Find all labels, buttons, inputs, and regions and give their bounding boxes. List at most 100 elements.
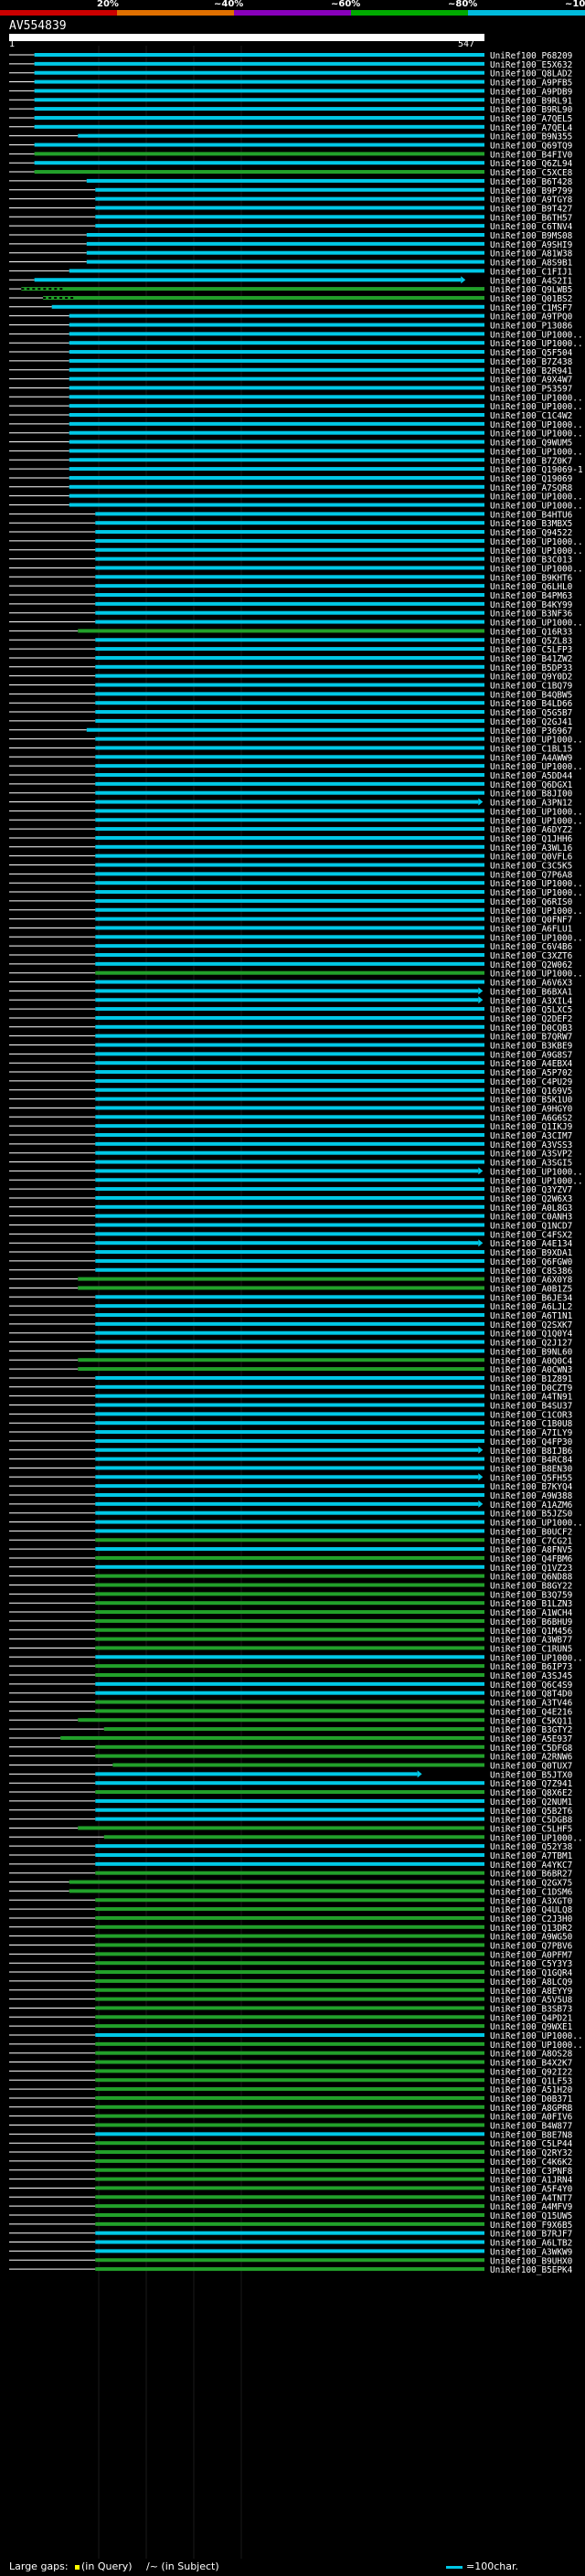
- hit-row[interactable]: UniRef100_C6V4B6: [9, 942, 573, 952]
- hit-row[interactable]: UniRef100_Q6ZL94: [9, 159, 573, 169]
- hit-row[interactable]: UniRef100_Q7P6A8: [9, 870, 573, 880]
- hit-label[interactable]: UniRef100_A7SQR8: [490, 483, 573, 493]
- hit-label[interactable]: UniRef100_A3WKW9: [490, 2247, 573, 2257]
- hit-row[interactable]: UniRef100_A3WL16: [9, 843, 573, 853]
- hit-label[interactable]: UniRef100_A7QEL5: [490, 114, 572, 124]
- hit-label[interactable]: UniRef100_UP1000..: [490, 1653, 583, 1663]
- hit-row[interactable]: UniRef100_Q19069: [9, 474, 573, 484]
- hit-label[interactable]: UniRef100_Q7PBV6: [490, 1942, 573, 1952]
- hit-label[interactable]: UniRef100_Q01BS2: [490, 294, 572, 304]
- hit-label[interactable]: UniRef100_A3SGI5: [490, 1159, 572, 1169]
- hit-label[interactable]: UniRef100_Q6FGW0: [490, 1257, 573, 1267]
- hit-row[interactable]: UniRef100_Q4PD21: [9, 2013, 573, 2023]
- hit-row[interactable]: UniRef100_A9SHI9: [9, 240, 573, 250]
- hit-label[interactable]: UniRef100_A5V5U8: [490, 1996, 573, 2006]
- hit-row[interactable]: UniRef100_A5DD44: [9, 771, 573, 781]
- hit-label[interactable]: UniRef100_B3KBE9: [490, 1042, 573, 1052]
- hit-row[interactable]: UniRef100_C5DFG8: [9, 1744, 573, 1754]
- hit-row[interactable]: UniRef100_Q94522: [9, 528, 572, 538]
- hit-row[interactable]: UniRef100_B41ZW2: [9, 654, 572, 664]
- hit-label[interactable]: UniRef100_A4S2I1: [490, 276, 573, 286]
- hit-row[interactable]: UniRef100_B9N355: [9, 133, 572, 143]
- hit-label[interactable]: UniRef100_Q2NUM1: [490, 1797, 573, 1807]
- hit-label[interactable]: UniRef100_A3WB77: [490, 1636, 572, 1646]
- hit-row[interactable]: UniRef100_B5JTX0: [9, 1770, 573, 1780]
- hit-row[interactable]: UniRef100_Q0TUX7: [9, 1762, 572, 1772]
- hit-label[interactable]: UniRef100_B7Z438: [490, 357, 573, 367]
- hit-row[interactable]: UniRef100_Q4FP30: [9, 1437, 573, 1447]
- hit-label[interactable]: UniRef100_C5LHF5: [490, 1824, 572, 1834]
- hit-row[interactable]: UniRef100_A3WB77: [9, 1636, 572, 1646]
- hit-row[interactable]: UniRef100_B4KY99: [9, 600, 573, 610]
- hit-label[interactable]: UniRef100_C5LP44: [490, 2139, 573, 2149]
- hit-label[interactable]: UniRef100_A1AZM6: [490, 1500, 573, 1511]
- hit-label[interactable]: UniRef100_UP1000..: [490, 888, 583, 898]
- hit-row[interactable]: UniRef100_A7QEL4: [9, 123, 573, 133]
- hit-row[interactable]: UniRef100_C1B0U8: [9, 1419, 573, 1429]
- hit-label[interactable]: UniRef100_C3PNF8: [490, 2167, 573, 2177]
- hit-label[interactable]: UniRef100_C6TNV4: [490, 222, 573, 232]
- hit-row[interactable]: UniRef100_P53597: [9, 384, 572, 394]
- hit-label[interactable]: UniRef100_UP1000..: [490, 736, 583, 746]
- hit-row[interactable]: UniRef100_B4QBW5: [9, 690, 572, 700]
- hit-row[interactable]: UniRef100_B4W877: [9, 2122, 572, 2132]
- hit-row[interactable]: UniRef100_UP1000..: [9, 1167, 583, 1177]
- hit-row[interactable]: UniRef100_B3NF36: [9, 610, 573, 620]
- hit-row[interactable]: UniRef100_B0UCF2: [9, 1527, 572, 1537]
- hit-label[interactable]: UniRef100_B8IJB6: [490, 1447, 573, 1457]
- hit-label[interactable]: UniRef100_Q9LWB5: [490, 285, 572, 295]
- hit-row[interactable]: UniRef100_Q1M456: [9, 1627, 573, 1637]
- hit-label[interactable]: UniRef100_Q0FNF7: [490, 916, 572, 926]
- hit-row[interactable]: UniRef100_Q0VFL6: [9, 853, 573, 863]
- hit-row[interactable]: UniRef100_B7QRW7: [9, 1033, 572, 1043]
- hit-row[interactable]: UniRef100_B6BR27: [9, 1870, 572, 1880]
- hit-label[interactable]: UniRef100_A5F4Y0: [490, 2184, 573, 2194]
- hit-row[interactable]: UniRef100_UP1000..: [9, 564, 583, 574]
- hit-row[interactable]: UniRef100_A6LTB2: [9, 2239, 572, 2249]
- hit-label[interactable]: UniRef100_Q52Y38: [490, 1842, 573, 1852]
- hit-row[interactable]: UniRef100_A3VSS3: [9, 1140, 572, 1150]
- hit-row[interactable]: UniRef100_B9KHT6: [9, 573, 573, 583]
- hit-row[interactable]: UniRef100_A3SGI5: [9, 1159, 572, 1169]
- hit-row[interactable]: UniRef100_A0PFM7: [9, 1950, 572, 1960]
- hit-row[interactable]: UniRef100_A9TPQ0: [9, 313, 573, 323]
- hit-label[interactable]: UniRef100_B4W877: [490, 2122, 572, 2132]
- hit-row[interactable]: UniRef100_C4K6K2: [9, 2157, 572, 2168]
- hit-row[interactable]: UniRef100_Q01BS2: [9, 294, 572, 304]
- hit-label[interactable]: UniRef100_Q2GJ41: [490, 717, 573, 727]
- hit-label[interactable]: UniRef100_Q19069: [490, 474, 573, 484]
- hit-row[interactable]: UniRef100_A3WKW9: [9, 2247, 573, 2257]
- hit-label[interactable]: UniRef100_C1FIJ1: [490, 267, 573, 277]
- hit-label[interactable]: UniRef100_Q7Z941: [490, 1779, 573, 1789]
- hit-label[interactable]: UniRef100_A8GPRB: [490, 2104, 573, 2114]
- hit-label[interactable]: UniRef100_B7RJF7: [490, 2230, 572, 2240]
- hit-row[interactable]: UniRef100_Q6RIS0: [9, 897, 573, 907]
- hit-row[interactable]: UniRef100_Q5ZL83: [9, 636, 572, 646]
- hit-row[interactable]: UniRef100_Q6LHL0: [9, 582, 573, 592]
- hit-row[interactable]: UniRef100_A3XGT0: [9, 1896, 573, 1906]
- hit-label[interactable]: UniRef100_Q94522: [490, 528, 572, 538]
- hit-label[interactable]: UniRef100_E5X632: [490, 60, 572, 70]
- hit-label[interactable]: UniRef100_Q5B2T6: [490, 1807, 573, 1817]
- hit-label[interactable]: UniRef100_D0CQB3: [490, 1023, 572, 1034]
- hit-row[interactable]: UniRef100_Q9WUM5: [9, 439, 572, 449]
- hit-label[interactable]: UniRef100_C4K6K2: [490, 2157, 572, 2168]
- hit-row[interactable]: UniRef100_Q2DEF2: [9, 1014, 572, 1024]
- hit-label[interactable]: UniRef100_B5K1U0: [490, 1096, 573, 1106]
- hit-row[interactable]: UniRef100_B9RL90: [9, 105, 573, 115]
- hit-row[interactable]: UniRef100_C0ANH3: [9, 1213, 572, 1223]
- hit-label[interactable]: UniRef100_UP1000..: [490, 2031, 583, 2041]
- hit-label[interactable]: UniRef100_Q2W6X3: [490, 1194, 572, 1204]
- hit-row[interactable]: UniRef100_P68209: [9, 51, 573, 61]
- hit-row[interactable]: UniRef100_A7QEL5: [9, 114, 572, 124]
- hit-label[interactable]: UniRef100_A0B1Z5: [490, 1284, 572, 1294]
- hit-label[interactable]: UniRef100_Q6LHL0: [490, 582, 573, 592]
- hit-row[interactable]: UniRef100_P13086: [9, 322, 573, 332]
- hit-label[interactable]: UniRef100_A4YKC7: [490, 1860, 572, 1871]
- hit-label[interactable]: UniRef100_A4AWW9: [490, 753, 573, 763]
- hit-label[interactable]: UniRef100_Q1LF53: [490, 2076, 572, 2086]
- hit-label[interactable]: UniRef100_Q1IKJ9: [490, 1122, 573, 1132]
- hit-label[interactable]: UniRef100_D0B371: [490, 2094, 573, 2104]
- hit-row[interactable]: UniRef100_C3PNF8: [9, 2167, 573, 2177]
- hit-label[interactable]: UniRef100_C1C4W2: [490, 411, 572, 421]
